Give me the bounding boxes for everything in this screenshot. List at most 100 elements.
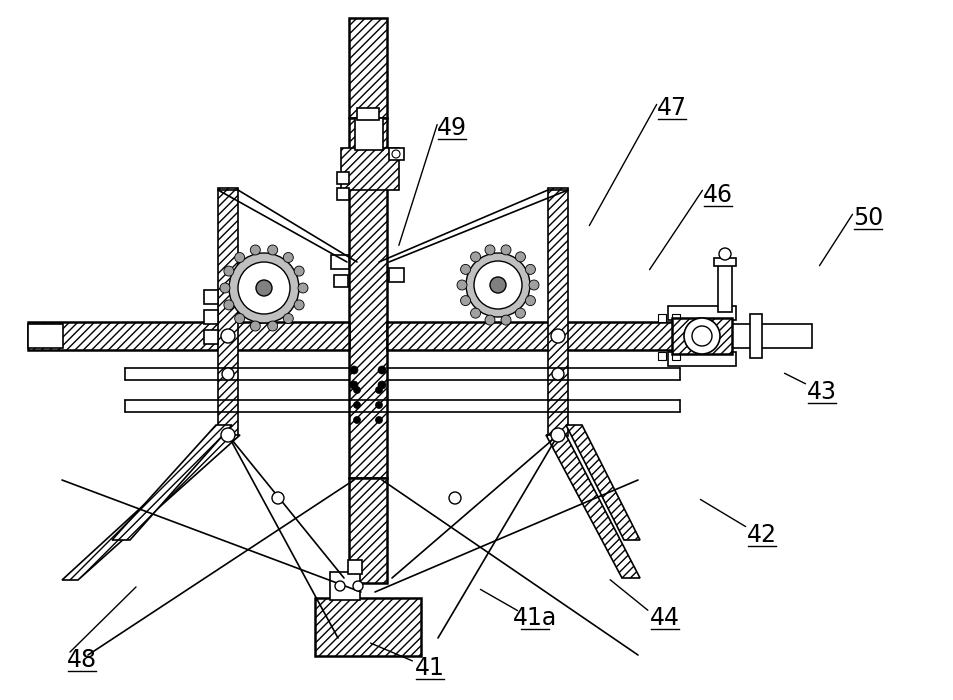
Bar (667, 352, 735, 366)
Bar (349, 18, 387, 118)
Circle shape (229, 253, 298, 323)
Circle shape (250, 245, 260, 255)
Circle shape (456, 280, 467, 290)
Text: 50: 50 (852, 206, 882, 230)
Bar (349, 118, 387, 478)
Circle shape (234, 253, 244, 262)
Circle shape (691, 326, 711, 346)
Circle shape (335, 581, 345, 591)
Circle shape (500, 315, 511, 325)
Bar (718, 262, 731, 312)
Circle shape (272, 492, 284, 504)
Bar (671, 314, 679, 322)
Bar (334, 275, 348, 287)
Circle shape (250, 321, 260, 331)
Bar (330, 572, 359, 600)
Bar (348, 560, 361, 574)
Text: 41: 41 (415, 656, 444, 680)
Circle shape (377, 366, 386, 374)
Circle shape (377, 381, 386, 389)
Polygon shape (565, 425, 639, 540)
Circle shape (529, 280, 538, 290)
Circle shape (294, 300, 304, 310)
Bar (355, 118, 382, 150)
Circle shape (255, 280, 272, 296)
Circle shape (490, 277, 505, 293)
Text: 47: 47 (657, 96, 686, 120)
Circle shape (470, 308, 480, 318)
Polygon shape (62, 435, 240, 580)
Bar (28, 322, 349, 350)
Bar (731, 324, 811, 348)
Text: 49: 49 (436, 116, 467, 140)
Circle shape (474, 261, 521, 309)
Bar (667, 306, 735, 320)
Circle shape (392, 150, 399, 158)
Circle shape (375, 402, 382, 409)
Bar (314, 598, 420, 656)
Bar (204, 310, 218, 324)
Bar (349, 478, 387, 583)
Circle shape (525, 265, 535, 274)
Circle shape (220, 283, 230, 293)
Circle shape (354, 386, 360, 393)
Circle shape (268, 321, 277, 331)
Text: 48: 48 (67, 648, 97, 672)
Circle shape (224, 266, 233, 276)
Circle shape (354, 402, 360, 409)
Polygon shape (112, 425, 232, 540)
Text: 42: 42 (746, 523, 776, 547)
Circle shape (515, 308, 525, 318)
Circle shape (350, 381, 357, 389)
Circle shape (460, 295, 470, 306)
Text: 44: 44 (649, 606, 679, 630)
Bar (671, 318, 731, 354)
Bar (658, 314, 665, 322)
Bar (389, 148, 403, 160)
Circle shape (719, 248, 730, 260)
Bar (749, 314, 761, 358)
Circle shape (224, 300, 233, 310)
Bar (356, 108, 378, 120)
Polygon shape (545, 435, 639, 578)
Circle shape (551, 329, 564, 343)
Circle shape (234, 314, 244, 323)
Circle shape (283, 314, 293, 323)
Bar (218, 188, 237, 436)
Text: 46: 46 (702, 183, 732, 207)
Circle shape (552, 368, 563, 380)
Circle shape (500, 245, 511, 255)
Bar (387, 322, 721, 350)
Bar (204, 290, 218, 304)
Circle shape (350, 366, 357, 374)
Bar (713, 258, 735, 266)
Circle shape (375, 416, 382, 424)
Bar (340, 148, 398, 190)
Circle shape (449, 492, 460, 504)
Circle shape (221, 329, 234, 343)
Circle shape (353, 581, 363, 591)
Circle shape (283, 253, 293, 262)
Circle shape (683, 318, 720, 354)
Circle shape (465, 253, 530, 317)
Circle shape (297, 283, 308, 293)
Circle shape (221, 428, 234, 442)
Circle shape (237, 262, 290, 314)
Bar (389, 268, 403, 282)
Circle shape (484, 315, 495, 325)
Bar (28, 324, 63, 348)
Bar (547, 188, 567, 436)
Bar (658, 352, 665, 360)
Circle shape (268, 245, 277, 255)
Circle shape (460, 265, 470, 274)
Circle shape (375, 386, 382, 393)
Circle shape (484, 245, 495, 255)
Text: 41a: 41a (513, 606, 557, 630)
Bar (336, 188, 349, 200)
Bar (671, 352, 679, 360)
Bar (336, 172, 349, 184)
Bar (204, 330, 218, 344)
Circle shape (294, 266, 304, 276)
Bar (331, 255, 349, 269)
Text: 43: 43 (806, 380, 836, 404)
